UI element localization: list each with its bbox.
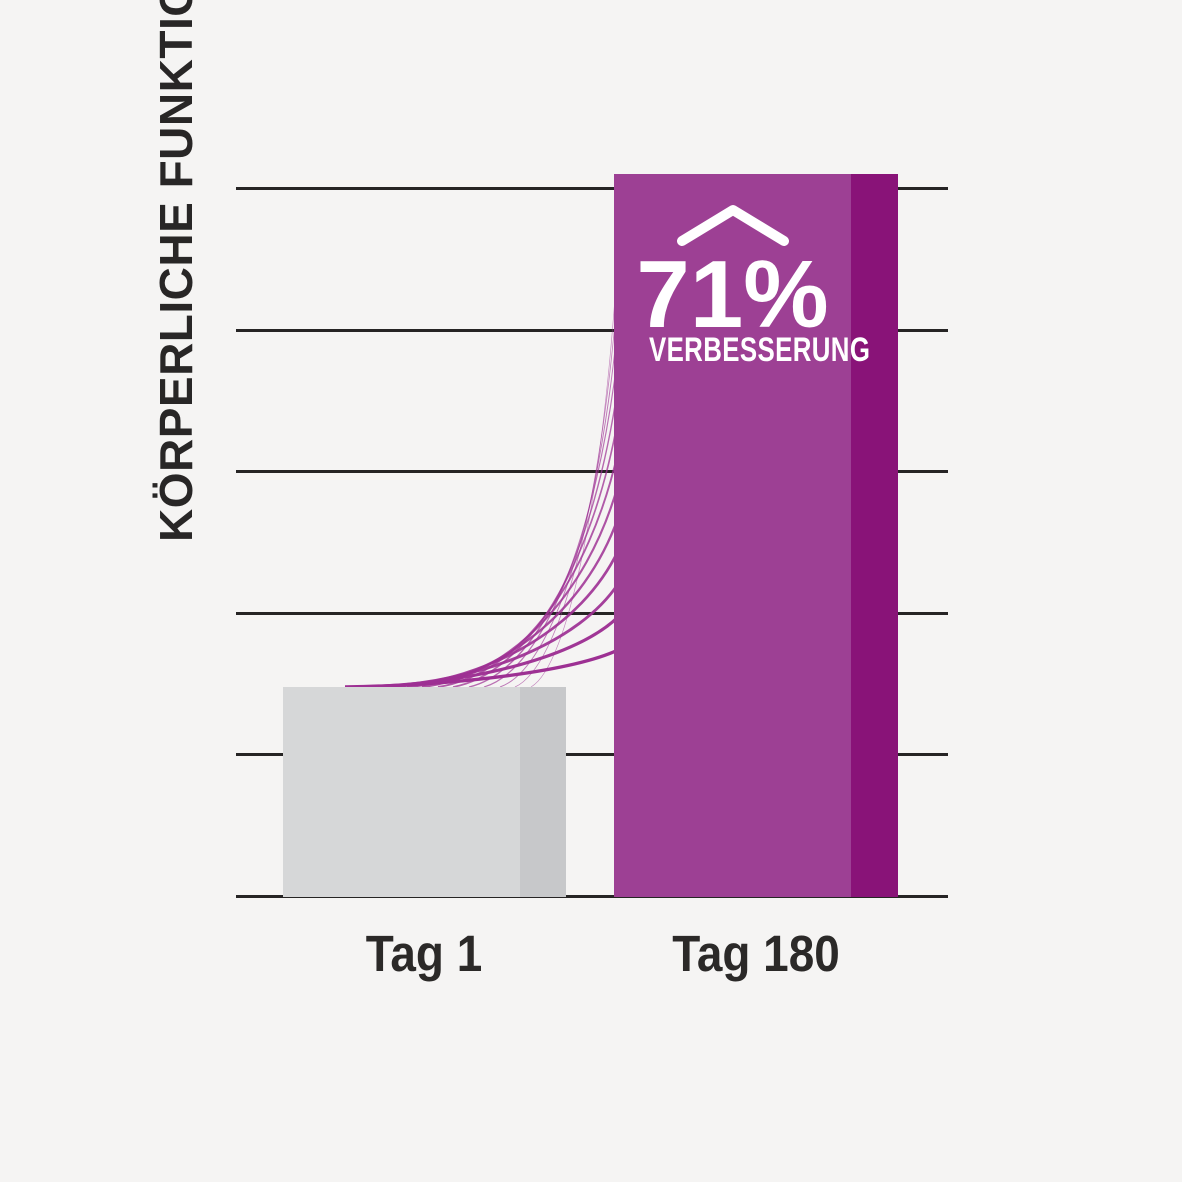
x-label-tag1: Tag 1 [365,925,483,982]
bar-tag1-shade [520,687,566,897]
bar-tag1 [283,687,566,897]
improvement-label: VERBESSERUNG [648,331,871,369]
gridline [236,895,948,898]
bar-tag180-shade [851,174,898,897]
improvement-value: 71% [636,241,829,348]
bar-tag180: 71% VERBESSERUNG [614,174,898,897]
gridline [236,753,948,756]
gridline [236,187,948,190]
x-label-tag180: Tag 180 [672,925,840,982]
chevron-up-icon [677,205,789,246]
